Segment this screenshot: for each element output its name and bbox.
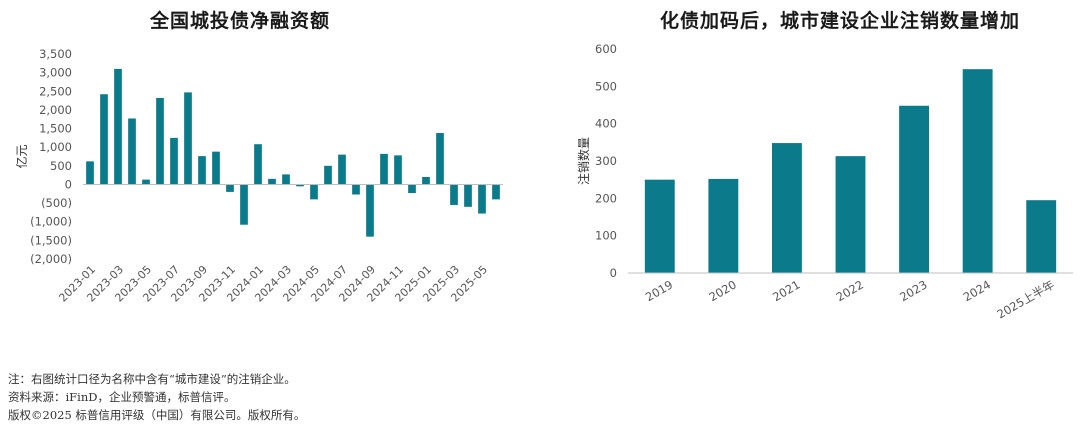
left-bar bbox=[310, 184, 318, 200]
left-y-tick-label: 1,000 bbox=[39, 140, 72, 154]
left-bar bbox=[492, 184, 500, 200]
right-y-tick-label: 200 bbox=[595, 191, 617, 205]
left-bar bbox=[352, 184, 360, 195]
right-bar bbox=[644, 179, 675, 273]
right-bar bbox=[708, 178, 739, 273]
right-bar bbox=[899, 105, 930, 273]
left-bar bbox=[268, 178, 276, 185]
right-y-tick-label: 500 bbox=[595, 79, 617, 93]
left-bar bbox=[100, 94, 108, 185]
right-bar bbox=[835, 156, 866, 273]
footnotes: 注：右图统计口径为名称中含有“城市建设”的注销企业。 资料来源：iFinD，企业… bbox=[8, 370, 305, 424]
left-bar bbox=[324, 165, 332, 185]
left-bar bbox=[128, 118, 136, 185]
right-y-tick-label: 300 bbox=[595, 154, 617, 168]
footnote-note: 注：右图统计口径为名称中含有“城市建设”的注销企业。 bbox=[8, 372, 296, 386]
left-y-axis-label: 亿元 bbox=[14, 144, 29, 168]
right-x-tick-label: 2025上半年 bbox=[994, 277, 1056, 321]
left-bar bbox=[240, 184, 248, 225]
left-bar bbox=[184, 92, 192, 185]
left-bar bbox=[114, 68, 122, 185]
right-x-tick-label: 2024 bbox=[961, 277, 993, 304]
left-bar bbox=[226, 184, 234, 192]
left-y-tick-label: 500 bbox=[50, 159, 72, 173]
left-bar bbox=[366, 184, 374, 237]
left-bar bbox=[464, 184, 472, 207]
left-y-tick-label: 0 bbox=[65, 177, 72, 191]
right-y-tick-label: 100 bbox=[595, 229, 617, 243]
right-x-tick-label: 2021 bbox=[770, 277, 802, 304]
right-x-tick-label: 2022 bbox=[834, 277, 866, 304]
left-bar bbox=[338, 154, 346, 185]
left-bar bbox=[142, 179, 150, 185]
left-bar bbox=[394, 155, 402, 185]
left-y-tick-label: 2,500 bbox=[39, 84, 72, 98]
right-y-tick-label: 600 bbox=[595, 42, 617, 56]
left-bar bbox=[380, 153, 388, 185]
left-bar bbox=[478, 184, 486, 214]
left-bar bbox=[212, 151, 220, 185]
footnote-copyright: 版权©2025 标普信用评级（中国）有限公司。版权所有。 bbox=[8, 408, 306, 422]
left-y-tick-label: 1,500 bbox=[39, 122, 72, 136]
left-y-tick-label: 3,500 bbox=[39, 47, 72, 61]
left-y-tick-label: (500) bbox=[41, 196, 72, 210]
right-bar bbox=[962, 69, 993, 273]
left-bar bbox=[408, 184, 416, 194]
left-bar bbox=[296, 184, 304, 187]
right-y-tick-label: 400 bbox=[595, 117, 617, 131]
right-x-tick-label: 2020 bbox=[706, 277, 738, 304]
left-bar bbox=[422, 177, 430, 185]
right-y-tick-label: 0 bbox=[610, 266, 617, 280]
left-bar bbox=[282, 174, 290, 185]
left-bar bbox=[450, 184, 458, 205]
right-x-tick-label: 2023 bbox=[897, 277, 929, 304]
left-y-tick-label: (2,000) bbox=[30, 252, 72, 266]
right-x-tick-label: 2019 bbox=[643, 277, 675, 304]
left-y-tick-label: (1,500) bbox=[30, 233, 72, 247]
left-bar bbox=[198, 156, 206, 185]
left-bar bbox=[170, 137, 178, 185]
left-chart-title: 全国城投债净融资额 bbox=[150, 10, 331, 32]
left-bar bbox=[86, 161, 94, 185]
left-bar bbox=[254, 144, 262, 185]
left-bar bbox=[156, 97, 164, 185]
footnote-source: 资料来源：iFinD，企业预警通，标普信评。 bbox=[8, 390, 236, 404]
left-y-tick-label: 2,000 bbox=[39, 103, 72, 117]
right-bar bbox=[1026, 200, 1057, 273]
right-y-axis-label: 注销数量 bbox=[576, 137, 591, 185]
left-y-tick-label: 3,000 bbox=[39, 66, 72, 80]
left-y-tick-label: (1,000) bbox=[30, 215, 72, 229]
right-bar bbox=[771, 143, 802, 273]
left-bar bbox=[436, 133, 444, 185]
right-chart-title: 化债加码后，城市建设企业注销数量增加 bbox=[660, 10, 1021, 32]
